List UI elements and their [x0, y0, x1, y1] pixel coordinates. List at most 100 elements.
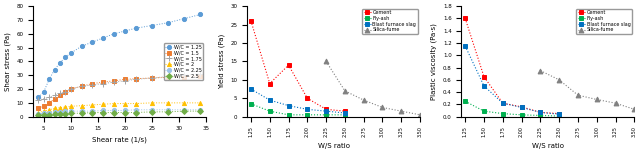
W/C = 1.75 [110, 81, 118, 83]
Line: W/C = 1.25: W/C = 1.25 [37, 12, 203, 99]
Silica-fume [360, 99, 367, 101]
Silica-fume [341, 90, 349, 92]
W/C = 2.25 [121, 110, 129, 111]
W/C = 2.5 [46, 114, 53, 116]
W/C = 2 [164, 102, 172, 104]
W/C = 1.5 [67, 88, 74, 90]
Y-axis label: Yield stress (Pa): Yield stress (Pa) [219, 34, 225, 89]
W/C = 2 [148, 102, 156, 104]
Line: Cement: Cement [249, 19, 347, 114]
W/C = 2.25 [164, 109, 172, 111]
W/C = 1.5 [88, 83, 96, 84]
W/C = 2.25 [78, 110, 85, 112]
W/C = 1.25 [56, 62, 64, 64]
Cement [341, 110, 349, 112]
Cement [462, 18, 469, 19]
W/C = 1.75 [88, 84, 96, 86]
W/C = 1.5 [121, 78, 129, 80]
Silica-fume [612, 102, 619, 104]
W/C = 2.25 [35, 113, 42, 115]
W/C = 2.25 [197, 109, 204, 111]
W/C = 1.75 [164, 76, 172, 78]
Fly-ash [480, 110, 488, 112]
Fly-ash [537, 115, 544, 116]
W/C = 2.5 [35, 114, 42, 116]
Fly-ash [322, 114, 330, 116]
Fly-ash [285, 114, 292, 116]
W/C = 2.25 [46, 112, 53, 114]
Line: W/C = 1.5: W/C = 1.5 [37, 74, 203, 110]
Fly-ash [341, 114, 349, 116]
W/C = 2.5 [180, 110, 188, 112]
W/C = 2.5 [197, 110, 204, 112]
Blast furnace slag [518, 106, 526, 108]
Blast furnace slag [480, 85, 488, 87]
Line: Silica-fume: Silica-fume [324, 59, 422, 117]
W/C = 2.25 [99, 110, 107, 111]
Line: Blast furnace slag: Blast furnace slag [463, 44, 562, 117]
Silica-fume [322, 60, 330, 62]
W/C = 1.25 [164, 22, 172, 24]
Line: W/C = 1.75: W/C = 1.75 [35, 71, 203, 103]
Cement [480, 76, 488, 78]
Line: Fly-ash: Fly-ash [463, 99, 562, 118]
W/C = 1.5 [110, 80, 118, 82]
Blast furnace slag [341, 112, 349, 114]
Y-axis label: Shear stress (Pa): Shear stress (Pa) [4, 32, 11, 91]
Silica-fume [416, 114, 424, 116]
W/C = 2.25 [180, 109, 188, 111]
W/C = 1.25 [148, 25, 156, 26]
W/C = 1.25 [197, 13, 204, 15]
W/C = 2 [180, 102, 188, 104]
Line: Fly-ash: Fly-ash [249, 101, 347, 117]
W/C = 1.5 [78, 85, 85, 87]
W/C = 1.5 [40, 105, 47, 106]
Legend: W/C = 1.25, W/C = 1.5, W/C = 1.75, W/C = 2, W/C = 2.25, W/C = 2.5: W/C = 1.25, W/C = 1.5, W/C = 1.75, W/C =… [164, 43, 203, 80]
W/C = 1.75 [148, 77, 156, 79]
W/C = 2.5 [78, 112, 85, 114]
W/C = 1.25 [99, 37, 107, 39]
W/C = 2 [121, 103, 129, 104]
Blast furnace slag [303, 108, 311, 110]
Line: Cement: Cement [463, 16, 562, 116]
Fly-ash [499, 113, 506, 115]
W/C = 1.25 [132, 27, 140, 29]
Fly-ash [303, 114, 311, 116]
W/C = 1.5 [132, 78, 140, 80]
Fly-ash [462, 100, 469, 102]
W/C = 2.5 [99, 112, 107, 114]
Cement [537, 112, 544, 113]
Line: W/C = 2.25: W/C = 2.25 [37, 108, 203, 116]
W/C = 2 [51, 107, 58, 109]
W/C = 2 [62, 106, 69, 108]
W/C = 2 [99, 103, 107, 105]
Fly-ash [247, 103, 255, 105]
W/C = 2.5 [164, 111, 172, 113]
Line: W/C = 2: W/C = 2 [37, 101, 203, 115]
Blast furnace slag [499, 102, 506, 104]
W/C = 1.75 [197, 73, 204, 75]
W/C = 2.5 [51, 113, 58, 115]
Cement [266, 83, 274, 84]
W/C = 2 [67, 105, 74, 107]
Silica-fume [537, 70, 544, 72]
Cement [322, 108, 330, 110]
W/C = 1.5 [56, 94, 64, 95]
W/C = 2.25 [132, 109, 140, 111]
W/C = 1.25 [35, 96, 42, 98]
W/C = 1.75 [132, 78, 140, 80]
X-axis label: W/S ratio: W/S ratio [532, 143, 564, 149]
W/C = 2.25 [56, 111, 64, 113]
Blast furnace slag [285, 105, 292, 106]
Fly-ash [266, 110, 274, 112]
W/C = 1.25 [78, 45, 85, 47]
W/C = 2.5 [121, 112, 129, 114]
W/C = 2.25 [40, 112, 47, 114]
W/C = 1.5 [35, 107, 42, 109]
X-axis label: W/S ratio: W/S ratio [318, 143, 349, 149]
W/C = 1.75 [56, 92, 64, 94]
W/C = 1.5 [51, 98, 58, 100]
Cement [285, 64, 292, 66]
Blast furnace slag [247, 88, 255, 90]
W/C = 1.25 [46, 78, 53, 80]
